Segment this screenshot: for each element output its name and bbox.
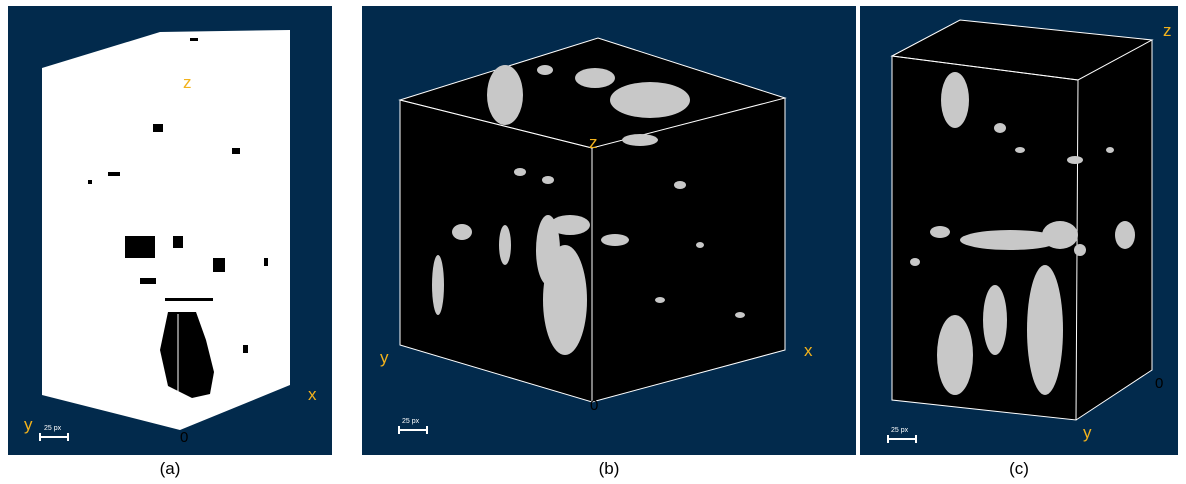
axis-label: x [308, 385, 317, 404]
axis-label: z [589, 133, 598, 152]
panel-a: z y x 0 25 px [8, 6, 332, 455]
axis-label: x [804, 341, 813, 360]
axis-label: y [1083, 423, 1092, 442]
axis-label: y [24, 415, 33, 434]
origin-label: 0 [1155, 375, 1163, 392]
caption: (b) [599, 459, 620, 478]
caption: (c) [1009, 459, 1029, 478]
volume [892, 20, 1152, 420]
axis-label: y [380, 348, 389, 367]
scale-label: 25 px [44, 425, 62, 432]
scale-label: 25 px [891, 427, 909, 434]
panel-c: z y 0 25 px [860, 6, 1178, 455]
origin-label: 0 [590, 397, 598, 414]
scale-label: 25 px [402, 418, 420, 425]
figure: z y x 0 25 px z y x 0 25 px [0, 0, 1186, 484]
panel-b: z y x 0 25 px [362, 6, 856, 455]
origin-label: 0 [180, 429, 188, 446]
axis-label: z [1163, 21, 1172, 40]
axis-label: z [183, 73, 192, 92]
caption: (a) [160, 459, 181, 478]
